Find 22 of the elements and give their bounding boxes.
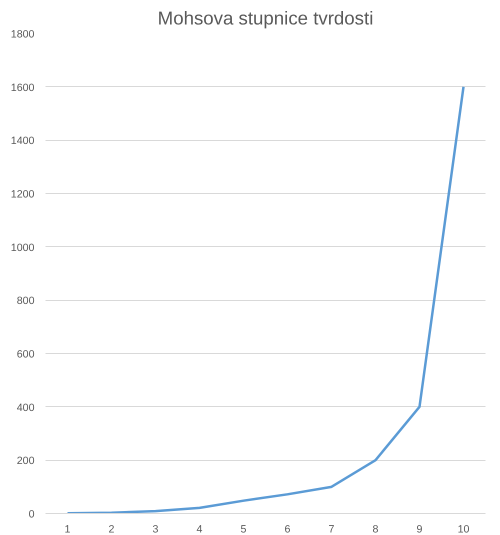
- y-tick-label: 600: [16, 348, 35, 360]
- chart-title: Mohsova stupnice tvrdosti: [158, 8, 374, 28]
- x-tick-label: 8: [372, 524, 379, 535]
- y-tick-label: 800: [16, 295, 35, 308]
- x-tick-label: 3: [152, 524, 159, 535]
- x-tick-label: 4: [196, 524, 203, 535]
- x-tick-label: 2: [108, 524, 115, 535]
- y-tick-label: 1200: [10, 188, 35, 200]
- x-tick-label: 5: [240, 524, 247, 535]
- y-tick-label: 1400: [10, 135, 35, 148]
- y-tick-label: 200: [16, 455, 35, 468]
- line-series: [66, 86, 465, 514]
- x-tick-label: 10: [458, 524, 470, 535]
- y-tick-label: 1800: [10, 28, 35, 40]
- y-tick-label: 1600: [10, 82, 35, 94]
- y-tick-label: 0: [28, 508, 35, 520]
- y-tick-label: 400: [16, 402, 35, 414]
- y-tick-label: 1000: [10, 242, 35, 254]
- x-tick-label: 9: [416, 524, 423, 535]
- x-tick-label: 1: [64, 524, 71, 535]
- x-tick-label: 7: [328, 524, 335, 535]
- x-tick-label: 6: [284, 524, 291, 535]
